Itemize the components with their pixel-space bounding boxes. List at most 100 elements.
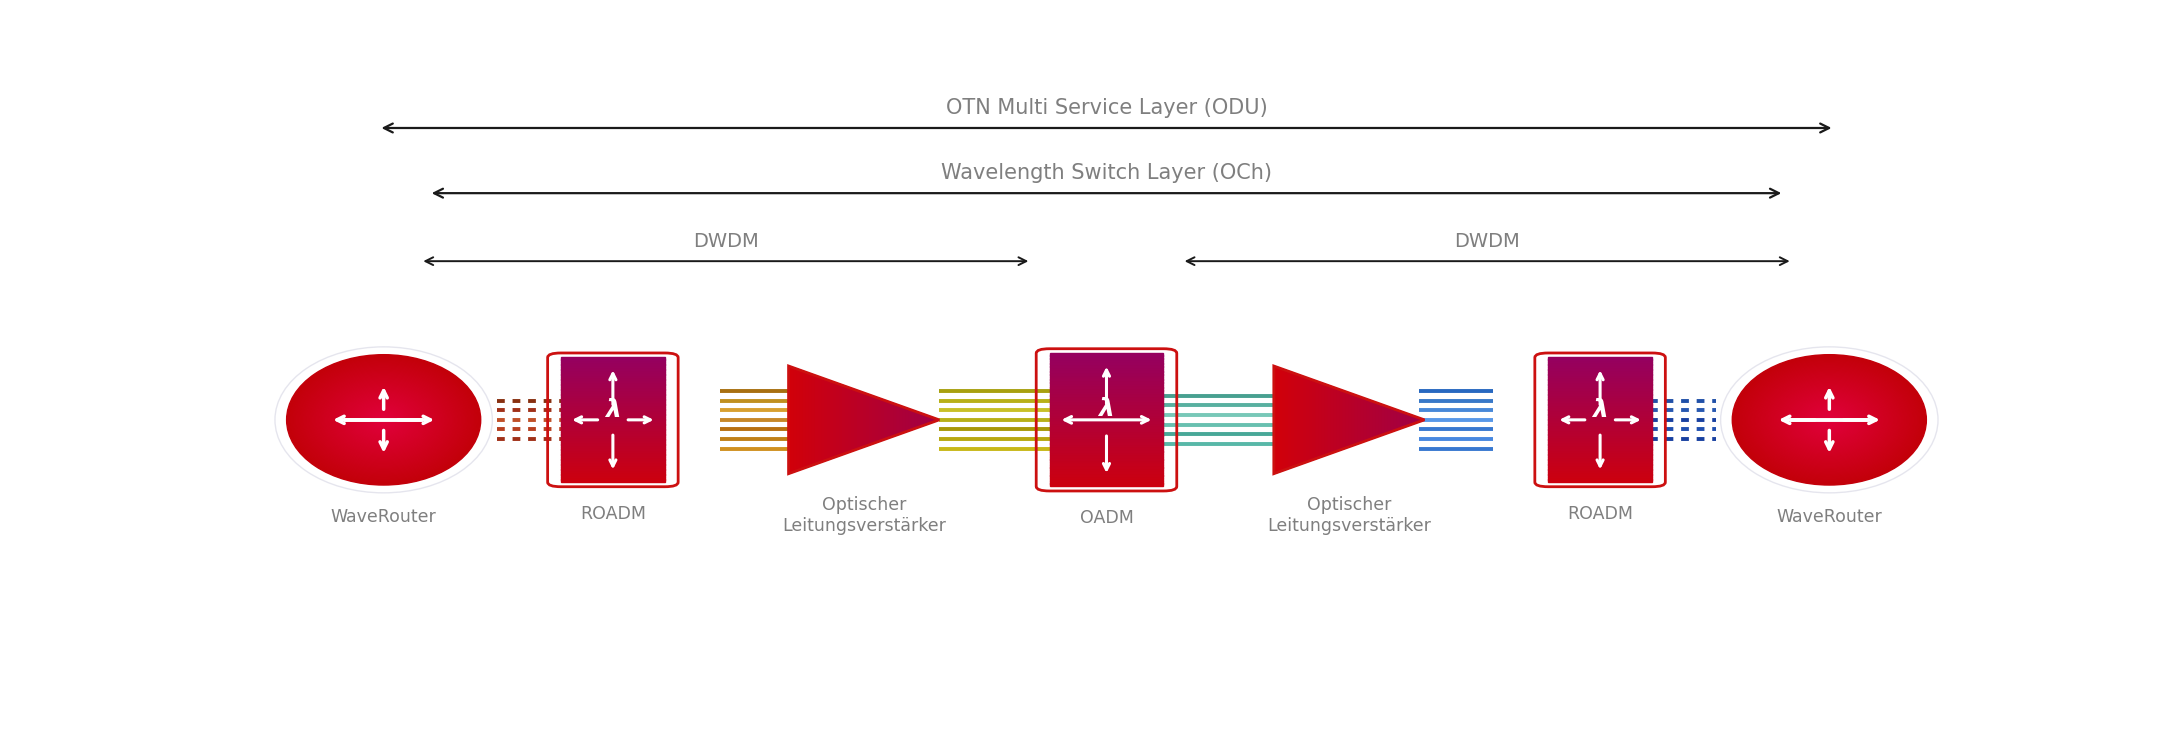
- Polygon shape: [1380, 404, 1382, 436]
- Ellipse shape: [1760, 373, 1900, 467]
- Polygon shape: [840, 384, 842, 456]
- Ellipse shape: [1801, 400, 1859, 439]
- Ellipse shape: [1747, 364, 1913, 475]
- Bar: [561, 464, 665, 467]
- Bar: [1548, 461, 1652, 464]
- Polygon shape: [1291, 372, 1295, 467]
- Bar: [1049, 406, 1164, 409]
- Ellipse shape: [369, 410, 397, 430]
- Ellipse shape: [1803, 403, 1855, 437]
- Polygon shape: [846, 386, 848, 453]
- Polygon shape: [1360, 397, 1364, 442]
- Polygon shape: [842, 386, 846, 454]
- Ellipse shape: [345, 394, 423, 446]
- Ellipse shape: [352, 398, 417, 442]
- Ellipse shape: [376, 414, 391, 425]
- Ellipse shape: [1732, 355, 1926, 485]
- Ellipse shape: [307, 369, 460, 471]
- Bar: [1049, 422, 1164, 425]
- Bar: [1548, 369, 1652, 372]
- Ellipse shape: [1783, 389, 1876, 451]
- Ellipse shape: [354, 400, 412, 439]
- Bar: [1049, 435, 1164, 439]
- Ellipse shape: [1820, 414, 1839, 426]
- Ellipse shape: [315, 374, 451, 465]
- Polygon shape: [902, 407, 907, 433]
- Bar: [1548, 472, 1652, 475]
- Bar: [1548, 429, 1652, 432]
- Polygon shape: [861, 392, 864, 447]
- Polygon shape: [879, 398, 881, 442]
- Ellipse shape: [1811, 408, 1848, 432]
- Polygon shape: [1276, 367, 1280, 473]
- Bar: [561, 412, 665, 415]
- Ellipse shape: [1753, 369, 1906, 471]
- Polygon shape: [857, 391, 861, 449]
- Ellipse shape: [1777, 384, 1883, 456]
- Bar: [1548, 400, 1652, 403]
- Bar: [1049, 374, 1164, 378]
- Bar: [561, 454, 665, 457]
- Ellipse shape: [1822, 414, 1837, 425]
- Polygon shape: [1274, 366, 1276, 474]
- Bar: [1049, 475, 1164, 478]
- Ellipse shape: [378, 416, 391, 424]
- Ellipse shape: [343, 393, 423, 447]
- Polygon shape: [872, 396, 877, 444]
- Bar: [1049, 361, 1164, 364]
- Bar: [1049, 408, 1164, 412]
- Ellipse shape: [350, 397, 417, 442]
- Bar: [1548, 467, 1652, 470]
- Bar: [1548, 452, 1652, 455]
- Bar: [1548, 464, 1652, 467]
- Polygon shape: [1280, 368, 1282, 472]
- Ellipse shape: [1751, 367, 1909, 473]
- Ellipse shape: [1775, 383, 1885, 457]
- Bar: [1049, 464, 1164, 468]
- Ellipse shape: [287, 355, 481, 485]
- Ellipse shape: [287, 355, 479, 484]
- Bar: [1548, 379, 1652, 383]
- Polygon shape: [1306, 378, 1311, 462]
- Bar: [1548, 436, 1652, 440]
- Polygon shape: [1397, 410, 1401, 430]
- Polygon shape: [1375, 403, 1380, 437]
- Polygon shape: [1345, 392, 1349, 447]
- Polygon shape: [1418, 418, 1421, 422]
- Ellipse shape: [358, 403, 410, 437]
- Ellipse shape: [1734, 355, 1926, 484]
- Polygon shape: [1401, 411, 1403, 428]
- Bar: [1548, 364, 1652, 367]
- Bar: [1049, 387, 1164, 391]
- Ellipse shape: [1829, 419, 1831, 421]
- Polygon shape: [801, 370, 803, 470]
- Bar: [1548, 424, 1652, 428]
- Polygon shape: [792, 367, 795, 473]
- Text: DWDM: DWDM: [693, 232, 758, 251]
- Polygon shape: [1349, 393, 1352, 447]
- Polygon shape: [1343, 391, 1345, 449]
- Ellipse shape: [1827, 417, 1833, 422]
- Ellipse shape: [1777, 385, 1880, 455]
- Ellipse shape: [1751, 368, 1906, 472]
- Polygon shape: [870, 395, 872, 445]
- Bar: [561, 442, 665, 445]
- Polygon shape: [803, 372, 807, 468]
- Bar: [1049, 377, 1164, 380]
- Bar: [561, 452, 665, 455]
- Ellipse shape: [1740, 360, 1919, 480]
- Ellipse shape: [309, 370, 458, 470]
- Bar: [1049, 459, 1164, 462]
- Bar: [1049, 473, 1164, 475]
- Ellipse shape: [320, 376, 449, 463]
- Bar: [561, 409, 665, 412]
- Ellipse shape: [1796, 397, 1863, 442]
- Polygon shape: [812, 375, 816, 465]
- Polygon shape: [1386, 406, 1388, 434]
- Bar: [561, 392, 665, 395]
- Ellipse shape: [348, 396, 419, 444]
- Polygon shape: [1410, 414, 1412, 425]
- Ellipse shape: [330, 384, 436, 456]
- Polygon shape: [1388, 407, 1390, 433]
- Bar: [561, 362, 665, 365]
